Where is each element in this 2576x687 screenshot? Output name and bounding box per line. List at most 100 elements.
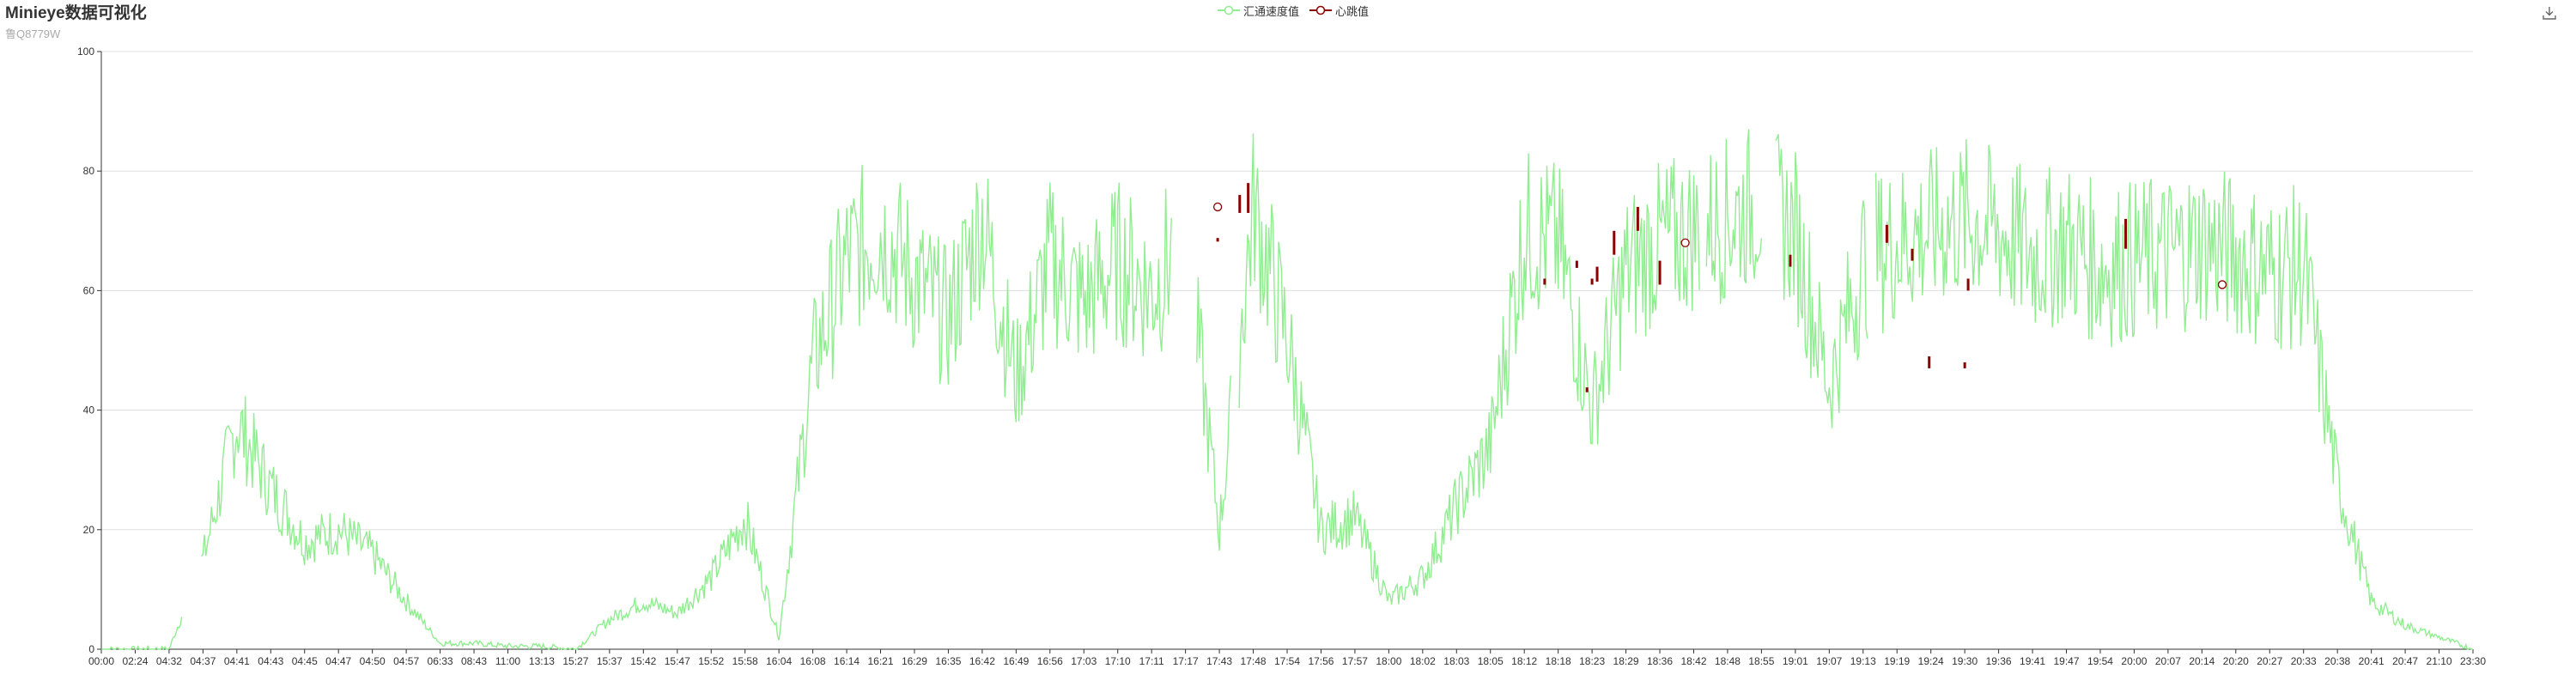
x-tick-label: 18:23 [1579, 655, 1605, 667]
heartbeat-candle [1216, 238, 1219, 242]
heartbeat-candle [1543, 278, 1546, 285]
x-tick-label: 20:27 [2257, 655, 2282, 667]
heartbeat-candle [1966, 278, 1970, 291]
x-tick-label: 15:52 [698, 655, 724, 667]
x-tick-label: 20:14 [2189, 655, 2215, 667]
heartbeat-candle [1928, 356, 1931, 368]
x-tick-label: 15:47 [665, 655, 690, 667]
x-tick-label: 18:36 [1647, 655, 1673, 667]
x-tick-label: 17:17 [1173, 655, 1199, 667]
x-tick-label: 18:42 [1680, 655, 1706, 667]
x-tick-label: 06:33 [428, 655, 453, 667]
heartbeat-candle [1575, 260, 1578, 268]
y-tick-label: 0 [88, 643, 94, 655]
legend-swatch-speed [1218, 5, 1240, 15]
x-tick-label: 04:57 [393, 655, 419, 667]
x-tick-label: 18:12 [1511, 655, 1537, 667]
legend-item-heartbeat[interactable]: 心跳值 [1309, 3, 1369, 19]
y-tick-label: 60 [83, 284, 95, 296]
heartbeat-candle [1789, 254, 1792, 267]
x-tick-label: 04:37 [190, 655, 216, 667]
x-tick-label: 19:19 [1884, 655, 1910, 667]
x-tick-label: 17:10 [1105, 655, 1131, 667]
heartbeat-candle [1238, 195, 1242, 213]
x-tick-label: 18:29 [1613, 655, 1639, 667]
x-tick-label: 19:07 [1816, 655, 1842, 667]
x-tick-label: 20:47 [2392, 655, 2418, 667]
legend-label-heartbeat: 心跳值 [1335, 4, 1370, 18]
x-tick-label: 18:02 [1410, 655, 1436, 667]
heartbeat-marker [1212, 202, 1223, 212]
download-icon[interactable] [2542, 5, 2557, 21]
y-tick-label: 40 [83, 404, 95, 416]
x-tick-label: 19:47 [2053, 655, 2079, 667]
y-tick-label: 20 [83, 524, 95, 536]
x-tick-label: 20:41 [2359, 655, 2385, 667]
x-tick-label: 18:03 [1443, 655, 1469, 667]
chart-legend: 汇通速度值 心跳值 [1218, 2, 1379, 19]
x-tick-label: 16:35 [935, 655, 961, 667]
legend-swatch-heartbeat [1309, 5, 1333, 15]
chart-title: Minieye数据可视化 [5, 4, 147, 22]
x-tick-label: 16:42 [969, 655, 995, 667]
x-tick-label: 04:47 [325, 655, 351, 667]
heartbeat-candle [1595, 266, 1599, 282]
x-tick-label: 17:48 [1241, 655, 1267, 667]
heartbeat-candle [1963, 362, 1966, 368]
y-tick-label: 80 [83, 165, 95, 177]
x-tick-label: 17:11 [1139, 655, 1164, 667]
x-tick-label: 17:54 [1274, 655, 1300, 667]
x-tick-label: 11:00 [495, 655, 520, 667]
x-tick-label: 16:08 [800, 655, 826, 667]
x-tick-label: 20:20 [2223, 655, 2249, 667]
x-tick-label: 02:24 [122, 655, 148, 667]
heartbeat-candle [1658, 260, 1662, 285]
heartbeat-candle [1585, 387, 1589, 392]
x-tick-label: 20:33 [2291, 655, 2317, 667]
x-tick-label: 19:24 [1918, 655, 1944, 667]
x-tick-label: 08:43 [461, 655, 487, 667]
x-tick-label: 21:10 [2427, 655, 2452, 667]
x-tick-label: 04:41 [224, 655, 250, 667]
download-icon-glyph [2543, 7, 2556, 20]
legend-label-speed: 汇通速度值 [1243, 4, 1300, 18]
x-tick-label: 18:18 [1546, 655, 1571, 667]
x-tick-label: 16:56 [1037, 655, 1063, 667]
x-tick-label: 18:05 [1478, 655, 1504, 667]
heartbeat-candle [2124, 218, 2128, 249]
x-tick-label: 19:01 [1783, 655, 1808, 667]
x-tick-label: 17:43 [1206, 655, 1232, 667]
heartbeat-candle [1636, 206, 1639, 231]
x-tick-label: 16:04 [766, 655, 792, 667]
heartbeat-marker [1680, 238, 1690, 247]
x-tick-label: 17:56 [1308, 655, 1334, 667]
x-tick-label: 19:36 [1986, 655, 2012, 667]
x-tick-label: 16:21 [867, 655, 893, 667]
x-tick-label: 15:42 [630, 655, 656, 667]
x-tick-label: 04:50 [360, 655, 386, 667]
y-tick-label: 100 [77, 46, 94, 58]
x-tick-label: 18:55 [1748, 655, 1774, 667]
x-tick-label: 20:38 [2324, 655, 2350, 667]
x-tick-label: 23:30 [2460, 655, 2486, 667]
x-tick-label: 20:07 [2155, 655, 2181, 667]
x-tick-label: 04:43 [258, 655, 283, 667]
x-tick-label: 16:14 [834, 655, 860, 667]
x-tick-label: 16:49 [1003, 655, 1029, 667]
heartbeat-candle [1247, 183, 1250, 213]
heartbeat-candle [1613, 230, 1616, 255]
x-tick-label: 20:00 [2121, 655, 2147, 667]
x-tick-label: 04:45 [292, 655, 318, 667]
x-tick-label: 19:54 [2087, 655, 2113, 667]
heartbeat-candle [1590, 278, 1594, 285]
chart-subtitle: 鲁Q8779W [5, 27, 61, 40]
x-tick-label: 17:03 [1071, 655, 1097, 667]
x-tick-label: 19:41 [2020, 655, 2045, 667]
x-tick-label: 18:48 [1715, 655, 1741, 667]
heartbeat-candle [1885, 224, 1888, 243]
x-tick-label: 15:37 [597, 655, 623, 667]
x-tick-label: 19:13 [1850, 655, 1876, 667]
x-tick-label: 13:13 [529, 655, 555, 667]
legend-item-speed[interactable]: 汇通速度值 [1218, 3, 1299, 19]
x-tick-label: 19:30 [1952, 655, 1978, 667]
